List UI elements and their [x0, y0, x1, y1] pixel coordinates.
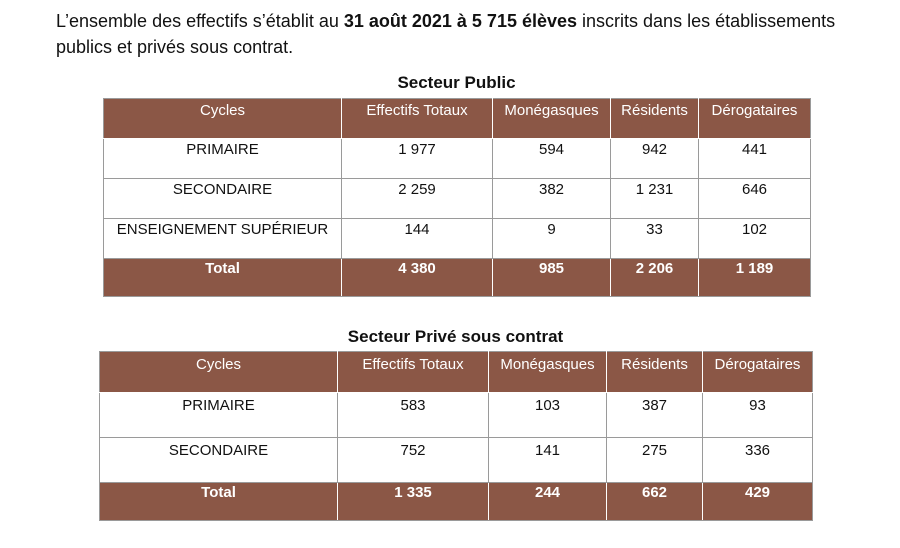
intro-highlight: 31 août 2021 à 5 715 élèves	[343, 11, 578, 31]
public-sector-title: Secteur Public	[397, 73, 516, 92]
table-header-row: Cycles Effectifs Totaux Monégasques Rési…	[99, 351, 813, 393]
total-derogataires: 1 189	[698, 258, 811, 297]
cell-monegasques: 9	[492, 218, 611, 259]
intro-text-start: L’ensemble des effectifs s’établit au	[56, 11, 344, 31]
column-header-cycles: Cycles	[103, 98, 342, 139]
total-effectifs-totaux: 4 380	[341, 258, 493, 297]
private-sector-title: Secteur Privé sous contrat	[347, 327, 564, 346]
total-label: Total	[99, 482, 338, 521]
cell-effectifs-totaux: 1 977	[341, 138, 493, 179]
total-monegasques: 244	[488, 482, 607, 521]
cell-residents: 33	[610, 218, 699, 259]
total-derogataires: 429	[702, 482, 813, 521]
cell-monegasques: 382	[492, 178, 611, 219]
cell-derogataires: 646	[698, 178, 811, 219]
private-sector-table: Cycles Effectifs Totaux Monégasques Rési…	[99, 351, 813, 521]
column-header-residents: Résidents	[606, 351, 703, 393]
column-header-derogataires: Dérogataires	[698, 98, 811, 139]
cell-residents: 942	[610, 138, 699, 179]
cell-cycle: PRIMAIRE	[99, 392, 338, 438]
cell-effectifs-totaux: 583	[337, 392, 489, 438]
total-monegasques: 985	[492, 258, 611, 297]
table-row: SECONDAIRE 752 141 275 336	[99, 437, 813, 483]
cell-cycle: PRIMAIRE	[103, 138, 342, 179]
cell-effectifs-totaux: 144	[341, 218, 493, 259]
table-row: PRIMAIRE 583 103 387 93	[99, 392, 813, 438]
cell-effectifs-totaux: 2 259	[341, 178, 493, 219]
cell-monegasques: 594	[492, 138, 611, 179]
column-header-monegasques: Monégasques	[492, 98, 611, 139]
intro-paragraph: L’ensemble des effectifs s’établit au 31…	[56, 8, 876, 60]
cell-derogataires: 441	[698, 138, 811, 179]
column-header-derogataires: Dérogataires	[702, 351, 813, 393]
total-residents: 662	[606, 482, 703, 521]
cell-cycle: SECONDAIRE	[103, 178, 342, 219]
cell-derogataires: 336	[702, 437, 813, 483]
cell-monegasques: 141	[488, 437, 607, 483]
column-header-monegasques: Monégasques	[488, 351, 607, 393]
cell-derogataires: 102	[698, 218, 811, 259]
cell-residents: 387	[606, 392, 703, 438]
table-row: SECONDAIRE 2 259 382 1 231 646	[103, 178, 811, 219]
cell-cycle: ENSEIGNEMENT SUPÉRIEUR	[103, 218, 342, 259]
total-effectifs-totaux: 1 335	[337, 482, 489, 521]
public-sector-table: Cycles Effectifs Totaux Monégasques Rési…	[103, 98, 811, 297]
total-residents: 2 206	[610, 258, 699, 297]
total-row: Total 4 380 985 2 206 1 189	[103, 258, 811, 297]
cell-effectifs-totaux: 752	[337, 437, 489, 483]
cell-cycle: SECONDAIRE	[99, 437, 338, 483]
column-header-cycles: Cycles	[99, 351, 338, 393]
column-header-residents: Résidents	[610, 98, 699, 139]
intro-text-end: inscrits dans les établissements publics…	[56, 11, 836, 57]
cell-residents: 275	[606, 437, 703, 483]
column-header-effectifs-totaux: Effectifs Totaux	[337, 351, 489, 393]
cell-monegasques: 103	[488, 392, 607, 438]
cell-derogataires: 93	[702, 392, 813, 438]
table-row: ENSEIGNEMENT SUPÉRIEUR 144 9 33 102	[103, 218, 811, 259]
total-row: Total 1 335 244 662 429	[99, 482, 813, 521]
cell-residents: 1 231	[610, 178, 699, 219]
table-header-row: Cycles Effectifs Totaux Monégasques Rési…	[103, 98, 811, 139]
column-header-effectifs-totaux: Effectifs Totaux	[341, 98, 493, 139]
total-label: Total	[103, 258, 342, 297]
table-row: PRIMAIRE 1 977 594 942 441	[103, 138, 811, 179]
